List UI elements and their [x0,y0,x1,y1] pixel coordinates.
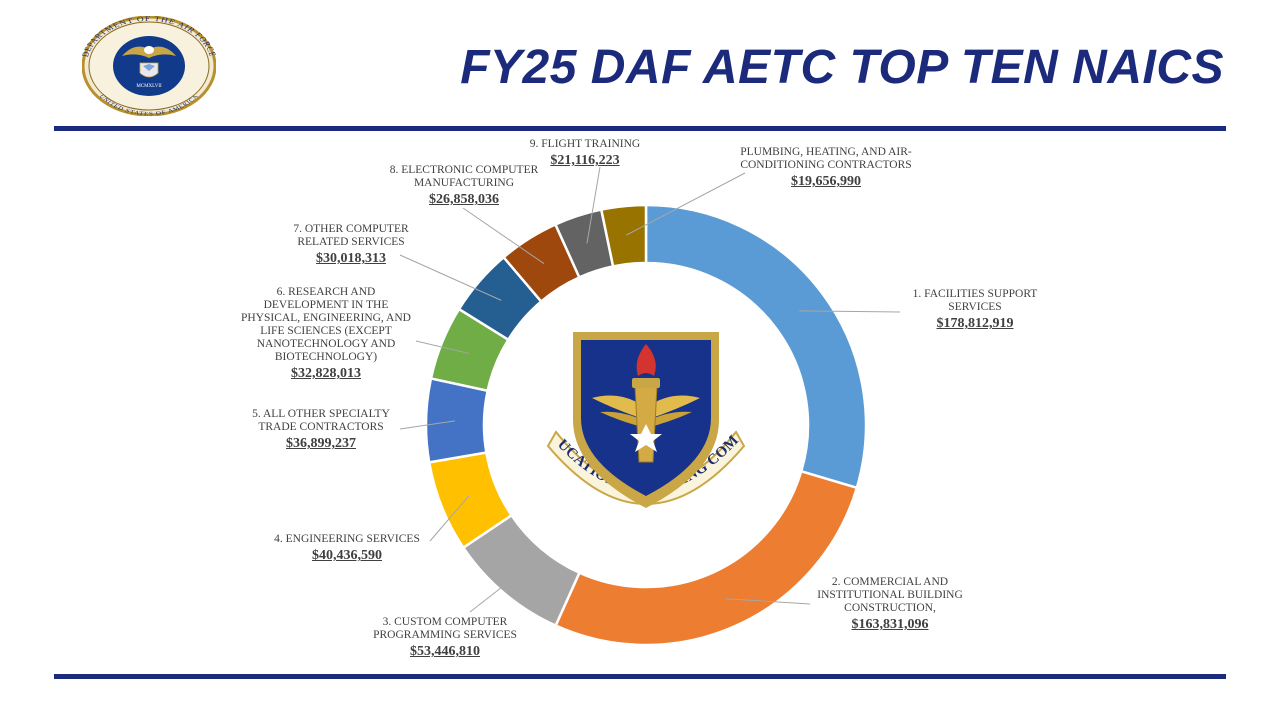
slice-1 [644,203,868,490]
slice-label-name: 3. CUSTOM COMPUTER PROGRAMMING SERVICES [373,616,517,641]
leader-line-6 [415,340,470,354]
page-title: FY25 DAF AETC TOP TEN NAICS [460,41,1224,94]
slice-label-name: 5. ALL OTHER SPECIALTY TRADE CONTRACTORS [252,408,390,433]
air-force-seal-logo: DEPARTMENT OF THE AIR FORCE UNITED STATE… [82,16,216,116]
leader-line-8 [462,207,545,264]
slice-label-4: 4. ENGINEERING SERVICES $40,436,590 [262,533,432,564]
slice-label-6: 6. RESEARCH AND DEVELOPMENT IN THE PHYSI… [236,286,416,382]
slice-label-amount: $40,436,590 [312,548,382,563]
slice-label-1: 1. FACILITIES SUPPORT SERVICES $178,812,9… [900,288,1050,332]
leader-line-3 [469,570,524,613]
slice-label-name: 4. ENGINEERING SERVICES [274,533,420,545]
slice-label-amount: $19,656,990 [791,174,861,189]
slice-label-amount: $163,831,096 [851,617,929,632]
bottom-divider [54,674,1226,679]
slice-label-name: 7. OTHER COMPUTER RELATED SERVICES [293,223,409,248]
leader-line-10 [626,172,746,236]
slice-5 [424,376,490,464]
slice-label-amount: $21,116,223 [550,153,620,168]
slice-label-amount: $32,828,013 [291,366,361,381]
leader-line-2 [725,598,811,605]
slice-label-8: 8. ELECTRONIC COMPUTER MANUFACTURING $26,… [378,164,550,208]
slice-label-7: 7. OTHER COMPUTER RELATED SERVICES $30,01… [276,223,426,267]
slice-label-3: 3. CUSTOM COMPUTER PROGRAMMING SERVICES $… [360,616,530,660]
slice-label-name: 1. FACILITIES SUPPORT SERVICES [912,288,1038,313]
svg-text:MCMXLVII: MCMXLVII [136,84,162,89]
slice-label-name: PLUMBING, HEATING, AND AIR-CONDITIONING … [740,146,912,171]
slice-label-name: 9. FLIGHT TRAINING [529,138,641,150]
leader-line-5 [399,420,456,430]
slice-label-5: 5. ALL OTHER SPECIALTY TRADE CONTRACTORS… [236,408,406,452]
slice-label-amount: $53,446,810 [410,644,480,659]
slice-label-amount: $36,899,237 [286,436,356,451]
slice-label-amount: $30,018,313 [316,251,386,266]
leader-line-1 [799,310,901,313]
leader-line-4 [429,495,470,542]
slice-10 [599,203,648,268]
slice-label-2: 2. COMMERCIAL AND INSTITUTIONAL BUILDING… [805,576,975,633]
slice-label-10: PLUMBING, HEATING, AND AIR-CONDITIONING … [740,146,912,190]
slice-label-9: 9. FLIGHT TRAINING $21,116,223 [520,138,650,169]
top-divider [54,126,1226,131]
slice-label-amount: $178,812,919 [936,316,1014,331]
slice-label-name: 6. RESEARCH AND DEVELOPMENT IN THE PHYSI… [241,286,411,363]
slice-label-amount: $26,858,036 [429,192,499,207]
leader-line-7 [399,254,502,301]
slice-label-name: 8. ELECTRONIC COMPUTER MANUFACTURING [389,164,539,189]
slice-label-name: 2. COMMERCIAL AND INSTITUTIONAL BUILDING… [817,576,963,614]
leader-line-9 [586,166,601,244]
